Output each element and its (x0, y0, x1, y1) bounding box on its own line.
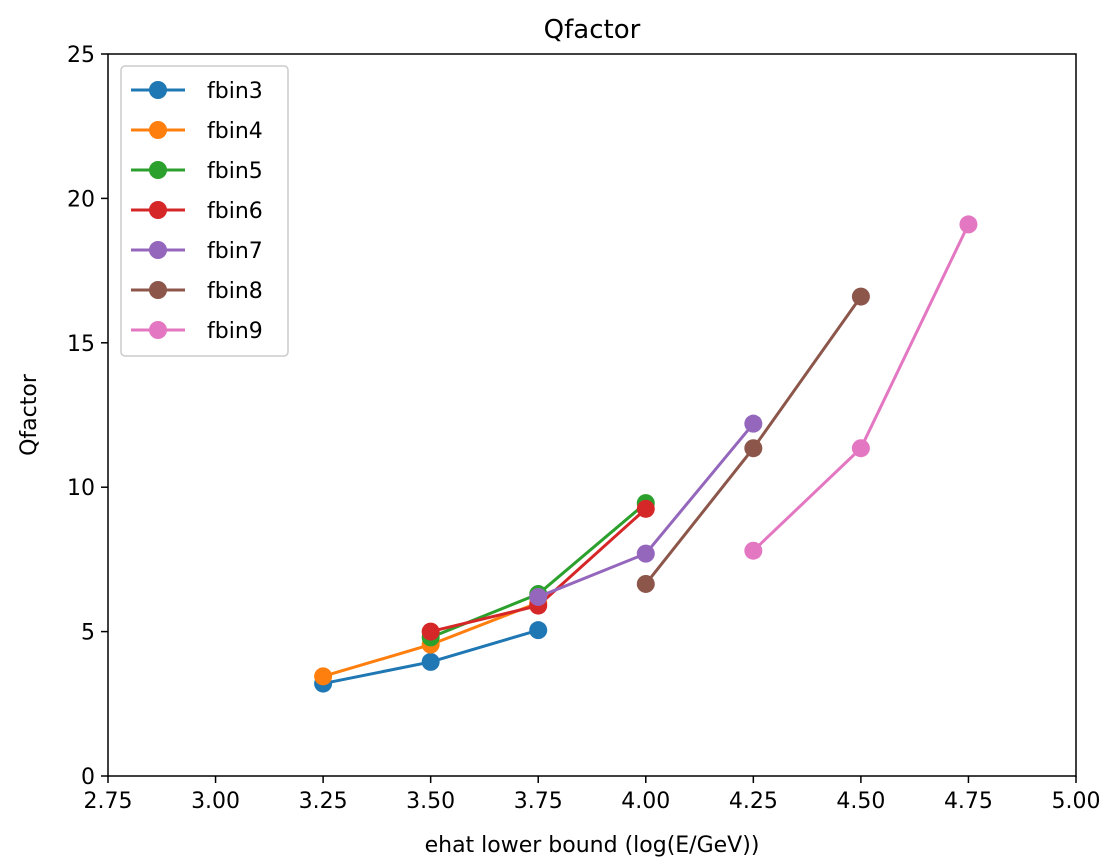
plot-marks (314, 215, 978, 693)
y-tick-label: 5 (81, 621, 95, 646)
legend-label-fbin8: fbin8 (207, 279, 263, 304)
chart-title: Qfactor (544, 15, 641, 45)
y-tick-label: 10 (67, 476, 95, 501)
data-point-fbin6 (636, 499, 655, 518)
x-tick-label: 3.25 (299, 789, 348, 814)
data-point-fbin9 (744, 541, 763, 560)
legend-marker-fbin6 (149, 201, 167, 219)
x-tick-label: 3.00 (191, 789, 240, 814)
data-point-fbin8 (744, 439, 763, 458)
data-point-fbin7 (529, 587, 548, 606)
legend-marker-fbin8 (149, 281, 167, 299)
y-axis-label: Qfactor (17, 373, 42, 456)
y-tick-label: 25 (67, 43, 95, 68)
y-axis-ticks: 0 5 10 15 20 25 (67, 43, 108, 790)
data-point-fbin4 (314, 667, 333, 686)
legend-label-fbin6: fbin6 (207, 199, 263, 224)
data-point-fbin3 (421, 652, 440, 671)
x-tick-label: 4.00 (621, 789, 670, 814)
legend-label-fbin5: fbin5 (207, 159, 263, 184)
x-tick-label: 3.50 (406, 789, 455, 814)
x-tick-label: 4.75 (944, 789, 993, 814)
x-tick-label: 4.25 (729, 789, 778, 814)
x-tick-label: 2.75 (84, 789, 133, 814)
x-axis-label: ehat lower bound (log(E/GeV)) (425, 833, 760, 858)
legend-marker-fbin7 (149, 241, 167, 259)
data-point-fbin9 (851, 439, 870, 458)
legend-label-fbin7: fbin7 (207, 239, 263, 264)
y-tick-label: 0 (81, 765, 95, 790)
data-point-fbin9 (959, 215, 978, 234)
x-axis-ticks: 2.75 3.00 3.25 3.50 3.75 4.00 4.25 4.50 4.75 5.00 (84, 776, 1101, 814)
legend-marker-fbin5 (149, 161, 167, 179)
y-tick-label: 15 (67, 332, 95, 357)
plot-frame (107, 53, 1077, 777)
x-tick-label: 5.00 (1052, 789, 1101, 814)
legend-marker-fbin9 (149, 321, 167, 339)
legend-label-fbin9: fbin9 (207, 319, 263, 344)
data-point-fbin3 (529, 621, 548, 640)
legend-marker-fbin4 (149, 121, 167, 139)
legend-label-fbin4: fbin4 (207, 119, 263, 144)
data-point-fbin8 (636, 574, 655, 593)
y-tick-label: 20 (67, 187, 95, 212)
x-tick-label: 4.50 (836, 789, 885, 814)
data-point-fbin8 (851, 287, 870, 306)
legend: fbin3 fbin4 fbin5 fbin6 fbin7 fbin8 fbin9 (120, 65, 289, 357)
data-point-fbin6 (421, 622, 440, 641)
data-point-fbin7 (744, 414, 763, 433)
data-point-fbin7 (636, 544, 655, 563)
x-tick-label: 3.75 (514, 789, 563, 814)
legend-marker-fbin3 (149, 81, 167, 99)
legend-label-fbin3: fbin3 (207, 79, 263, 104)
